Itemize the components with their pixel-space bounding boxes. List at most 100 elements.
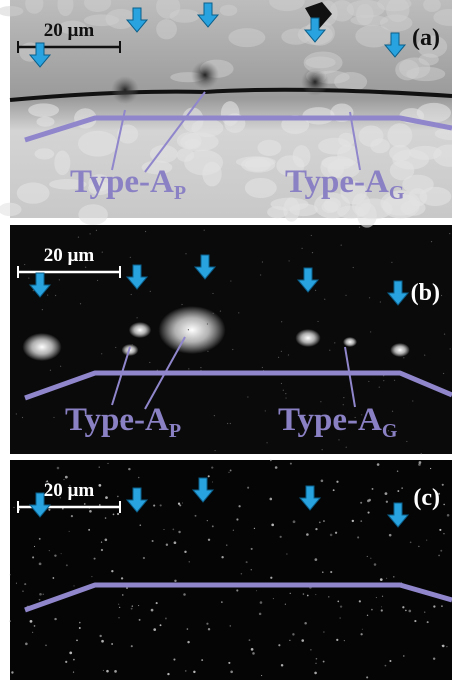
- noise: [30, 354, 31, 355]
- speckle: [397, 490, 399, 492]
- speckle: [418, 546, 419, 547]
- speckle: [260, 601, 263, 604]
- noise: [406, 441, 407, 442]
- speckle: [414, 620, 416, 622]
- speckle: [367, 615, 368, 616]
- speckle: [187, 641, 189, 643]
- noise: [50, 370, 51, 371]
- speckle: [9, 574, 10, 575]
- speckle: [107, 463, 108, 464]
- speckle: [385, 492, 388, 495]
- grain: [28, 103, 59, 117]
- grain: [406, 67, 445, 81]
- speckle: [335, 532, 337, 534]
- speckle: [226, 545, 227, 546]
- speckle: [290, 463, 292, 465]
- speckle: [251, 569, 252, 570]
- speckle: [230, 625, 231, 626]
- speckle: [386, 578, 387, 579]
- speckle: [152, 540, 154, 542]
- noise: [47, 294, 48, 295]
- speckle: [397, 471, 398, 472]
- noise: [392, 411, 393, 412]
- speckle: [84, 503, 85, 504]
- speckle: [247, 487, 249, 489]
- noise: [102, 251, 103, 252]
- speckle: [122, 594, 124, 596]
- noise: [247, 396, 248, 397]
- speckle: [221, 556, 223, 558]
- grain: [419, 187, 451, 206]
- emission-spot: [343, 337, 357, 347]
- noise: [345, 295, 346, 296]
- annotation-subscript: G: [382, 420, 398, 442]
- noise: [185, 253, 186, 254]
- noise: [338, 439, 339, 440]
- panel-label: (b): [411, 280, 440, 306]
- speckle: [139, 619, 141, 621]
- speckle: [49, 550, 50, 551]
- panel-label: (c): [413, 485, 440, 511]
- speckle: [275, 466, 278, 469]
- speckle: [352, 520, 354, 522]
- noise: [22, 417, 23, 418]
- speckle: [241, 573, 243, 575]
- speckle: [43, 594, 45, 596]
- speckle: [290, 593, 291, 594]
- speckle: [386, 501, 388, 503]
- noise: [80, 303, 81, 304]
- grain: [228, 28, 265, 47]
- speckle: [430, 468, 431, 469]
- speckle: [360, 502, 362, 504]
- noise: [370, 331, 371, 332]
- grain: [356, 4, 374, 26]
- noise: [312, 252, 313, 253]
- speckle: [368, 512, 370, 514]
- emission-spot: [22, 333, 61, 361]
- speckle: [211, 466, 213, 468]
- speckle: [183, 593, 186, 596]
- pore: [301, 68, 329, 96]
- noise: [353, 267, 354, 268]
- speckle: [330, 534, 333, 537]
- noise: [230, 280, 231, 281]
- speckle: [178, 503, 180, 505]
- speckle: [131, 608, 133, 610]
- grain: [156, 19, 177, 39]
- speckle: [362, 629, 363, 630]
- speckle: [286, 553, 287, 554]
- speckle: [381, 606, 382, 607]
- noise: [101, 353, 102, 354]
- noise: [232, 349, 233, 350]
- speckle: [228, 662, 230, 664]
- annotation: Type-AP: [65, 402, 181, 442]
- noise: [78, 237, 79, 238]
- grain: [185, 139, 201, 149]
- speckle: [121, 577, 123, 579]
- speckle: [249, 639, 251, 641]
- grain: [17, 182, 50, 203]
- speckle: [178, 531, 180, 533]
- noise: [53, 417, 54, 418]
- speckle: [228, 472, 229, 473]
- speckle: [32, 556, 34, 558]
- annotation-subscript: P: [169, 420, 181, 442]
- speckle: [251, 648, 254, 651]
- noise: [238, 312, 239, 313]
- annotation-text: Type-A: [278, 402, 382, 438]
- noise: [207, 323, 208, 324]
- noise: [369, 297, 370, 298]
- noise: [322, 449, 323, 450]
- speckle: [91, 576, 92, 577]
- speckle: [106, 670, 109, 673]
- speckle: [11, 671, 13, 673]
- noise: [380, 301, 381, 302]
- noise: [450, 348, 451, 349]
- speckle: [163, 529, 164, 530]
- noise: [213, 313, 214, 314]
- speckle: [304, 622, 307, 625]
- noise: [315, 290, 316, 291]
- speckle: [208, 539, 210, 541]
- speckle: [339, 617, 340, 618]
- speckle: [65, 476, 68, 479]
